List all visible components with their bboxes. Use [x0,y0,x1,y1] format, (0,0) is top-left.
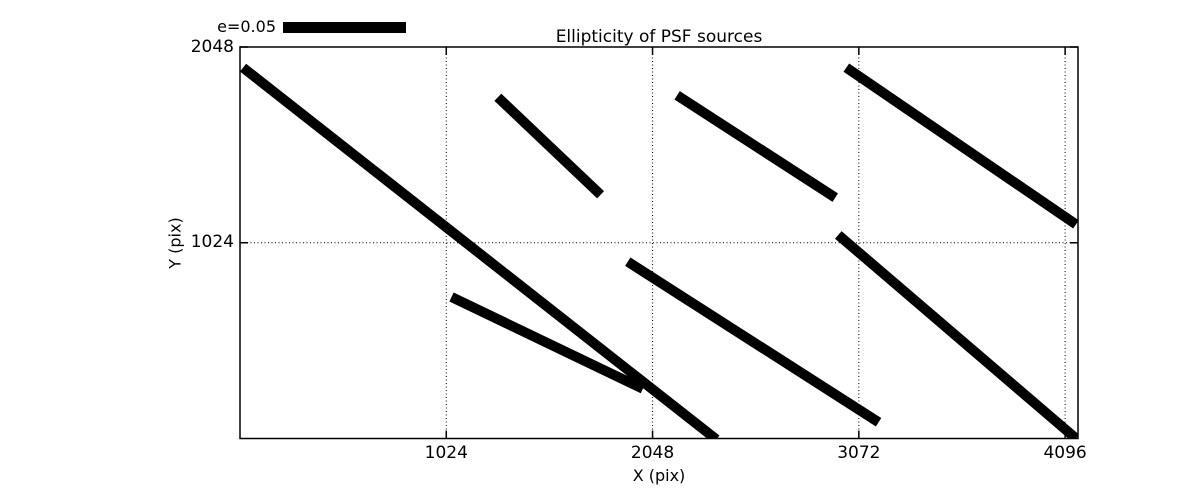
x-tick-label-4096: 4096 [1043,443,1087,463]
x-tick-label-3072: 3072 [837,443,881,463]
ellipticity-stick-2 [494,93,605,199]
ellipticity-stick-7 [835,231,1078,439]
legend-label: e=0.05 [217,17,276,36]
x-axis-label: X (pix) [632,466,686,485]
x-tick-label-2048: 2048 [630,443,675,463]
ellipticity-stick-3 [674,91,838,202]
y-tick-label-2048: 2048 [190,36,234,57]
plot-frame [239,46,1079,440]
ellipticity-stick-5 [449,292,646,394]
y-tick-label-1024: 1024 [190,232,234,253]
ellipticity-stick-4 [843,63,1078,229]
legend-swatch-bar [283,22,406,33]
chart-title: Ellipticity of PSF sources [555,27,763,47]
x-tick-label-1024: 1024 [424,443,468,463]
ellipticity-stick-1 [240,63,720,439]
ellipticity-stick-6 [625,257,882,427]
